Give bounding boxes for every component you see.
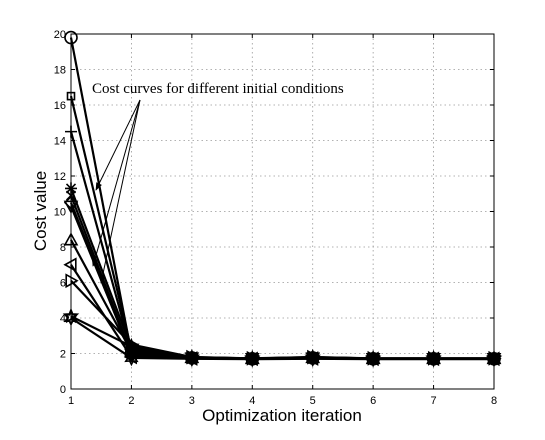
x-tick-label: 6 — [370, 395, 376, 407]
data-point-triangle-left — [63, 257, 77, 273]
y-tick-label: 16 — [54, 100, 66, 112]
series-line — [69, 131, 494, 360]
data-point-hexagram — [245, 350, 260, 368]
y-tick-label: 4 — [60, 313, 66, 325]
y-tick-label: 2 — [60, 349, 66, 361]
x-axis-label: Optimization iteration — [202, 406, 362, 425]
x-tick-label: 1 — [68, 395, 74, 407]
y-tick-label: 8 — [60, 242, 66, 254]
y-tick-label: 14 — [54, 136, 66, 148]
x-tick-label: 3 — [189, 395, 195, 407]
series-line — [69, 195, 494, 360]
series-line — [69, 95, 494, 360]
data-point-pentagram — [123, 337, 140, 354]
y-axis-label: Cost value — [31, 171, 50, 251]
data-point-hexagram — [124, 349, 139, 367]
x-axis-ticks: 1 2 3 4 5 6 7 8 — [68, 34, 497, 407]
y-axis-ticks: 0 2 4 6 8 10 12 14 16 18 20 — [54, 29, 494, 396]
x-tick-label: 5 — [310, 395, 316, 407]
series-square — [66, 91, 499, 363]
data-point-hexagram — [305, 350, 320, 368]
data-point-triangle-right — [65, 273, 79, 289]
y-tick-label: 6 — [60, 278, 66, 290]
y-tick-label: 20 — [54, 29, 66, 41]
series-line — [69, 202, 494, 360]
annotation-arrow — [99, 99, 141, 284]
series-asterisk — [65, 182, 500, 365]
annotation-arrows — [91, 99, 141, 284]
x-tick-label: 4 — [249, 395, 255, 407]
series-line — [70, 317, 494, 361]
annotation-text: Cost curves for different initial condit… — [92, 81, 344, 97]
annotation-arrow — [95, 99, 141, 191]
y-tick-label: 10 — [54, 207, 66, 219]
grid — [71, 34, 494, 389]
x-tick-label: 7 — [431, 395, 437, 407]
data-point-hexagram — [426, 350, 441, 368]
series-plus — [65, 125, 500, 365]
data-point-hexagram — [365, 350, 381, 368]
series-line — [69, 188, 494, 360]
series-layer — [62, 30, 503, 368]
y-tick-label: 12 — [54, 171, 66, 183]
x-tick-label: 2 — [128, 395, 134, 407]
series-diamond — [63, 195, 502, 366]
series-line — [70, 239, 494, 360]
y-tick-label: 18 — [54, 65, 66, 77]
data-point-hexagram — [184, 350, 200, 368]
annotation-arrow — [91, 99, 141, 267]
y-tick-label: 0 — [60, 384, 66, 396]
x-tick-label: 8 — [491, 395, 497, 407]
